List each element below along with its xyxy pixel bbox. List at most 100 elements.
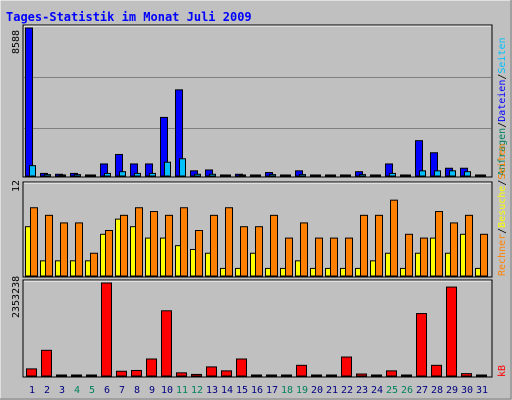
files-bar: [164, 161, 171, 177]
kbytes-bar: [281, 374, 292, 377]
sites-bar: [270, 214, 278, 277]
day-label: 25: [386, 385, 398, 396]
kbytes-bar: [101, 282, 112, 377]
day-label: 20: [311, 385, 323, 396]
day-label: 14: [221, 385, 233, 396]
sites-bar: [45, 214, 53, 277]
hits-bar: [25, 27, 33, 177]
top-ymax-label: 8588: [11, 30, 22, 54]
sites-bar: [405, 233, 413, 277]
files-bar: [299, 174, 306, 177]
sites-bar: [315, 237, 323, 277]
sites-bar: [210, 214, 218, 277]
day-label: 19: [296, 385, 308, 396]
kbytes-bar: [221, 370, 232, 377]
day-label: 10: [161, 385, 173, 396]
files-bar: [209, 173, 216, 177]
day-label: 15: [236, 385, 248, 396]
day-label: 21: [326, 385, 338, 396]
files-bar: [104, 172, 111, 177]
files-bar: [29, 165, 36, 177]
files-bar: [254, 174, 261, 177]
day-label: 30: [461, 385, 473, 396]
kbytes-bar: [41, 349, 52, 377]
requests-panel-frame: [22, 24, 493, 178]
sites-bar: [345, 237, 353, 277]
sites-bar: [165, 214, 173, 277]
files-bar: [44, 174, 51, 177]
sites-bar: [300, 222, 308, 277]
sites-bar: [240, 226, 248, 277]
kbytes-panel: [22, 279, 493, 378]
files-bar: [119, 171, 126, 177]
day-label: 31: [476, 385, 488, 396]
kbytes-bar: [461, 373, 472, 377]
day-label: 12: [191, 385, 203, 396]
day-label: 1: [29, 385, 35, 396]
kbytes-bar: [266, 374, 277, 377]
day-label: 5: [89, 385, 95, 396]
kbytes-bar: [386, 370, 397, 377]
sites-bar: [60, 222, 68, 277]
kbytes-bar: [326, 374, 337, 377]
files-bar: [314, 174, 321, 177]
day-label: 7: [119, 385, 125, 396]
day-label: 27: [416, 385, 428, 396]
top-legend: Anfragen/Dateien/Seiten: [497, 37, 508, 176]
sites-bar: [195, 230, 203, 277]
kbytes-bar: [131, 369, 142, 377]
sites-bar: [360, 214, 368, 277]
files-bar: [224, 174, 231, 177]
kbytes-bar: [251, 374, 262, 377]
files-bar: [269, 174, 276, 177]
kbytes-bar: [161, 310, 172, 377]
day-label: 18: [281, 385, 293, 396]
legend-bottom-text: kB: [497, 365, 508, 377]
sites-bar: [390, 199, 398, 277]
kbytes-bar: [56, 374, 67, 377]
sites-bar: [180, 207, 188, 277]
kbytes-bar: [146, 358, 157, 377]
day-label: 2: [44, 385, 50, 396]
files-bar: [59, 174, 66, 177]
kbytes-bar: [26, 368, 37, 377]
sites-bar: [135, 207, 143, 277]
day-label: 29: [446, 385, 458, 396]
day-label: 6: [104, 385, 110, 396]
files-bar: [74, 174, 81, 177]
kbytes-bar: [401, 374, 412, 377]
bottom-legend: kB: [497, 365, 508, 377]
day-label: 28: [431, 385, 443, 396]
day-label: 3: [59, 385, 65, 396]
day-label: 11: [176, 385, 188, 396]
sites-bar: [75, 222, 83, 277]
files-bar: [374, 174, 381, 177]
sites-bar: [150, 211, 158, 277]
kbytes-bar: [476, 374, 487, 377]
files-bar: [344, 174, 351, 177]
day-label: 8: [134, 385, 140, 396]
day-label: 4: [74, 385, 80, 396]
sites-bar: [30, 207, 38, 277]
files-bar: [479, 174, 486, 177]
files-bar: [359, 174, 366, 177]
kbytes-bar: [311, 374, 322, 377]
day-label: 13: [206, 385, 218, 396]
day-label: 9: [149, 385, 155, 396]
day-label: 24: [371, 385, 383, 396]
day-label: 17: [266, 385, 278, 396]
middle-ymax-label: 12: [11, 180, 22, 192]
files-bar: [329, 174, 336, 177]
files-bar: [149, 172, 156, 177]
files-bar: [239, 174, 246, 177]
kbytes-bar: [236, 358, 247, 377]
day-label: 22: [341, 385, 353, 396]
kbytes-bar: [116, 370, 127, 377]
kbytes-bar: [356, 373, 367, 377]
sites-bar: [120, 214, 128, 277]
sites-bar: [435, 211, 443, 277]
kbytes-bar: [341, 356, 352, 377]
files-bar: [389, 172, 396, 177]
middle-legend: Rechner/Besuche/Seiten: [497, 144, 508, 277]
